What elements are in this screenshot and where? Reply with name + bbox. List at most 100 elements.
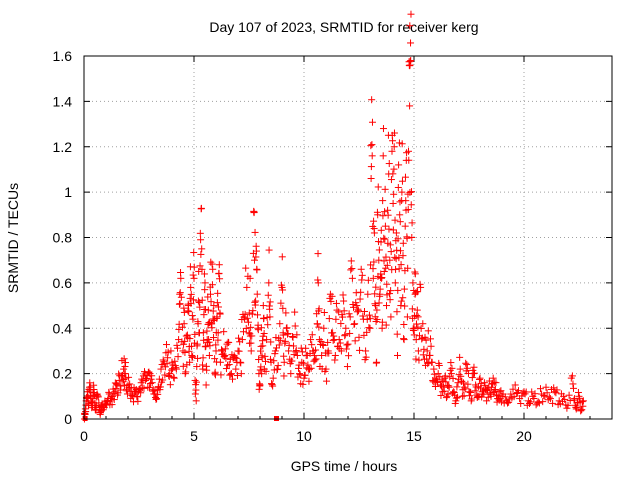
data-point bbox=[430, 370, 438, 378]
data-point bbox=[138, 384, 146, 392]
data-point bbox=[227, 370, 235, 378]
data-point bbox=[407, 10, 415, 18]
data-point bbox=[562, 401, 570, 409]
data-point bbox=[511, 381, 519, 389]
data-point bbox=[104, 397, 112, 405]
data-point bbox=[368, 152, 376, 160]
data-point bbox=[257, 324, 265, 332]
data-point bbox=[396, 198, 404, 206]
data-point bbox=[223, 340, 231, 348]
data-point bbox=[325, 349, 333, 357]
data-point bbox=[208, 260, 216, 268]
data-point bbox=[400, 336, 408, 344]
data-point bbox=[391, 216, 399, 224]
data-point bbox=[414, 313, 422, 321]
data-point bbox=[122, 359, 130, 367]
data-point bbox=[515, 387, 522, 395]
data-point bbox=[537, 385, 544, 393]
data-point bbox=[355, 333, 363, 341]
data-point bbox=[387, 313, 395, 321]
data-point bbox=[542, 383, 550, 391]
data-point bbox=[111, 379, 119, 387]
data-point bbox=[403, 234, 411, 242]
data-point bbox=[123, 390, 131, 398]
data-point bbox=[209, 265, 217, 273]
data-point bbox=[372, 302, 379, 310]
data-point bbox=[405, 147, 412, 155]
data-point bbox=[397, 261, 405, 269]
data-point bbox=[372, 359, 380, 367]
data-point bbox=[180, 320, 188, 328]
data-point bbox=[323, 377, 331, 385]
data-point bbox=[331, 351, 339, 359]
data-point bbox=[354, 307, 362, 315]
data-point bbox=[253, 266, 261, 274]
data-point bbox=[258, 370, 266, 378]
chart-title: Day 107 of 2023, SRMTID for receiver ker… bbox=[209, 19, 478, 35]
data-points bbox=[80, 10, 587, 423]
data-point bbox=[295, 361, 303, 369]
data-point bbox=[431, 383, 439, 391]
axis-ticks: 0 5 10 15 20 0 0.2 0.4 0.6 0.8 1 1.2 1.4 1.6 bbox=[53, 48, 612, 444]
data-point bbox=[369, 265, 377, 273]
data-point bbox=[276, 320, 284, 328]
data-point bbox=[271, 350, 279, 358]
data-point bbox=[400, 285, 408, 293]
data-point bbox=[434, 370, 442, 378]
data-point bbox=[320, 308, 328, 316]
data-point bbox=[394, 183, 402, 191]
data-point bbox=[382, 264, 390, 272]
data-point bbox=[387, 287, 395, 295]
data-point bbox=[477, 379, 485, 387]
data-point bbox=[398, 177, 406, 185]
data-point bbox=[486, 389, 494, 397]
data-point bbox=[346, 329, 354, 337]
x-axis-label: GPS time / hours bbox=[291, 458, 398, 474]
data-point bbox=[90, 381, 98, 389]
data-point bbox=[401, 302, 409, 310]
data-point bbox=[275, 341, 283, 349]
data-point bbox=[352, 299, 360, 307]
data-point bbox=[187, 283, 195, 291]
data-point bbox=[347, 257, 355, 265]
data-point bbox=[148, 372, 156, 380]
data-point bbox=[188, 312, 196, 320]
data-point bbox=[439, 388, 447, 396]
data-point bbox=[428, 358, 436, 366]
data-point bbox=[345, 352, 353, 360]
data-point bbox=[166, 381, 174, 389]
data-point bbox=[348, 265, 356, 273]
data-point bbox=[402, 197, 410, 205]
data-point bbox=[199, 329, 207, 337]
data-point bbox=[535, 399, 543, 407]
data-point bbox=[266, 305, 274, 313]
data-point bbox=[266, 355, 274, 363]
data-point bbox=[249, 307, 257, 315]
data-point bbox=[455, 371, 463, 379]
data-point bbox=[210, 302, 218, 310]
data-point bbox=[380, 257, 388, 265]
data-point bbox=[368, 118, 376, 126]
data-point bbox=[400, 335, 408, 343]
data-point bbox=[236, 338, 244, 346]
data-point bbox=[193, 363, 201, 371]
data-point bbox=[214, 303, 222, 311]
data-point bbox=[367, 163, 375, 171]
data-point bbox=[412, 320, 420, 328]
data-point bbox=[577, 407, 585, 415]
data-point bbox=[112, 384, 120, 392]
data-point bbox=[243, 283, 251, 291]
data-point bbox=[370, 225, 378, 233]
data-point bbox=[463, 361, 471, 369]
data-point bbox=[94, 393, 102, 401]
data-point bbox=[274, 362, 282, 370]
data-point bbox=[120, 376, 128, 384]
data-point bbox=[488, 383, 496, 391]
data-point bbox=[501, 393, 509, 401]
data-point bbox=[476, 374, 484, 382]
data-point bbox=[386, 256, 394, 264]
data-point bbox=[424, 360, 432, 368]
data-point bbox=[213, 314, 221, 322]
data-point bbox=[308, 331, 316, 339]
data-point bbox=[276, 336, 284, 344]
